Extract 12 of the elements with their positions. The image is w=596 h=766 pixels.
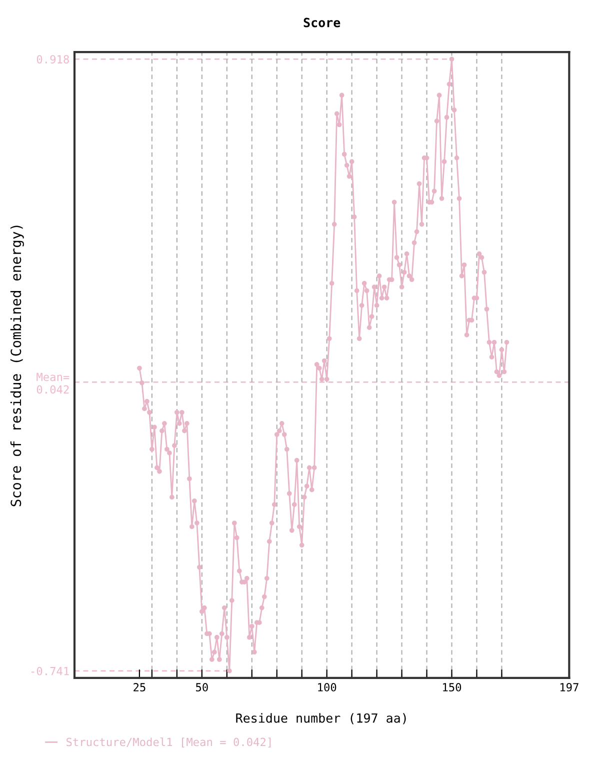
chart-title: Score [304, 18, 340, 28]
legend-label: Structure/Model1 [Mean = 0.042] [66, 738, 271, 748]
y-tick-label: 0.918 [36, 55, 69, 64]
y-axis-title: Score of residue (Combined energy) [10, 226, 24, 506]
x-tick-label: 197 [560, 683, 578, 692]
y-tick-label: Mean= 0.042 [36, 372, 70, 394]
y-tick-label: -0.741 [31, 666, 69, 676]
x-tick-label: 50 [196, 683, 208, 692]
x-tick-label: 25 [134, 683, 146, 692]
x-tick-label: 150 [443, 683, 462, 692]
x-axis-title: Residue number (197 aa) [236, 713, 406, 724]
x-tick-label: 100 [318, 683, 336, 692]
